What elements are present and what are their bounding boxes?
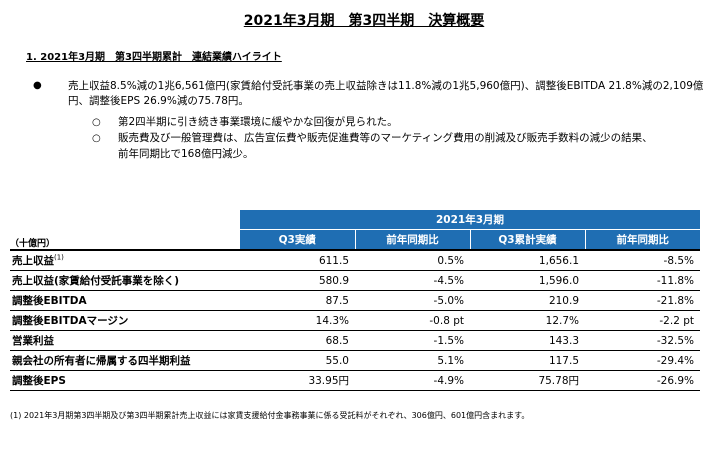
table-spacer bbox=[10, 210, 240, 230]
q3-yoy: 0.5% bbox=[355, 249, 470, 271]
column-header: Q3実績 bbox=[240, 229, 355, 250]
cumulative-value: 1,596.0 bbox=[470, 270, 585, 291]
cumulative-yoy: -2.2 pt bbox=[585, 310, 700, 331]
cumulative-yoy: -11.8% bbox=[585, 270, 700, 291]
q3-value: 611.5 bbox=[240, 249, 355, 271]
table-row: 売上収益(家賃給付受託事業を除く) 580.9 -4.5% 1,596.0 -1… bbox=[10, 270, 700, 291]
cumulative-value: 1,656.1 bbox=[470, 249, 585, 271]
q3-value: 87.5 bbox=[240, 290, 355, 311]
row-label: 親会社の所有者に帰属する四半期利益 bbox=[10, 350, 240, 371]
sub-bullet-text-cont: 前年同期比で168億円減少。 bbox=[118, 148, 254, 160]
q3-value: 55.0 bbox=[240, 350, 355, 371]
row-label: 調整後EBITDAマージン bbox=[10, 310, 240, 331]
page-title: 2021年3月期 第3四半期 決算概要 bbox=[243, 13, 485, 29]
q3-value: 14.3% bbox=[240, 310, 355, 331]
unit-label: （十億円） bbox=[10, 239, 56, 249]
table-row: 親会社の所有者に帰属する四半期利益 55.0 5.1% 117.5 -29.4% bbox=[10, 350, 700, 371]
column-header: Q3累計実績 bbox=[469, 229, 585, 250]
q3-yoy: -0.8 pt bbox=[355, 310, 470, 331]
column-header: 前年同期比 bbox=[354, 229, 470, 250]
row-label: 調整後EPS bbox=[10, 370, 240, 391]
row-label: 営業利益 bbox=[10, 330, 240, 351]
section-heading: 1. 2021年3月期 第3四半期累計 連結業績ハイライト bbox=[26, 52, 282, 63]
footnote: (1) 2021年3月期第3四半期及び第3四半期累計売上収益には家賃支援給付金事… bbox=[10, 411, 530, 420]
q3-yoy: -4.5% bbox=[355, 270, 470, 291]
cumulative-value: 117.5 bbox=[470, 350, 585, 371]
table-row: 調整後EPS 33.95円 -4.9% 75.78円 -26.9% bbox=[10, 370, 700, 391]
cumulative-yoy: -26.9% bbox=[585, 370, 700, 391]
bullet-text: 売上収益8.5%減の1兆6,561億円(家賃給付受託事業の売上収益除きは11.8… bbox=[68, 80, 704, 107]
table-row: 調整後EBITDAマージン 14.3% -0.8 pt 12.7% -2.2 p… bbox=[10, 310, 700, 331]
cumulative-value: 75.78円 bbox=[470, 370, 585, 391]
column-header: 前年同期比 bbox=[584, 229, 700, 250]
row-label: 売上収益(家賃給付受託事業を除く) bbox=[10, 270, 240, 291]
q3-yoy: -1.5% bbox=[355, 330, 470, 351]
cumulative-value: 12.7% bbox=[470, 310, 585, 331]
cumulative-yoy: -8.5% bbox=[585, 249, 700, 271]
table-row: 売上収益(1) 611.5 0.5% 1,656.1 -8.5% bbox=[10, 249, 700, 271]
q3-yoy: 5.1% bbox=[355, 350, 470, 371]
bullet-marker: ● bbox=[33, 80, 42, 91]
cumulative-yoy: -29.4% bbox=[585, 350, 700, 371]
q3-value: 33.95円 bbox=[240, 370, 355, 391]
cumulative-yoy: -21.8% bbox=[585, 290, 700, 311]
period-header: 2021年3月期 bbox=[240, 210, 700, 230]
table-row: 調整後EBITDA 87.5 -5.0% 210.9 -21.8% bbox=[10, 290, 700, 311]
q3-value: 580.9 bbox=[240, 270, 355, 291]
footnote-ref: (1) bbox=[54, 253, 64, 262]
table-row: 営業利益 68.5 -1.5% 143.3 -32.5% bbox=[10, 330, 700, 351]
sub-bullet-text: 販売費及び一般管理費は、広告宣伝費や販売促進費等のマーケティング費用の削減及び販… bbox=[118, 132, 653, 144]
cumulative-value: 210.9 bbox=[470, 290, 585, 311]
q3-yoy: -5.0% bbox=[355, 290, 470, 311]
q3-yoy: -4.9% bbox=[355, 370, 470, 391]
results-table: 2021年3月期 （十億円） Q3実績 前年同期比 Q3累計実績 前年同期比 売… bbox=[10, 210, 700, 391]
row-label: 売上収益(1) bbox=[10, 249, 240, 271]
row-label: 調整後EBITDA bbox=[10, 290, 240, 311]
sub-bullet-marker: ○ bbox=[92, 117, 101, 128]
cumulative-yoy: -32.5% bbox=[585, 330, 700, 351]
sub-bullet-marker: ○ bbox=[92, 133, 101, 144]
q3-value: 68.5 bbox=[240, 330, 355, 351]
cumulative-value: 143.3 bbox=[470, 330, 585, 351]
sub-bullet-text: 第2四半期に引き続き事業環境に緩やかな回復が見られた。 bbox=[118, 116, 398, 128]
